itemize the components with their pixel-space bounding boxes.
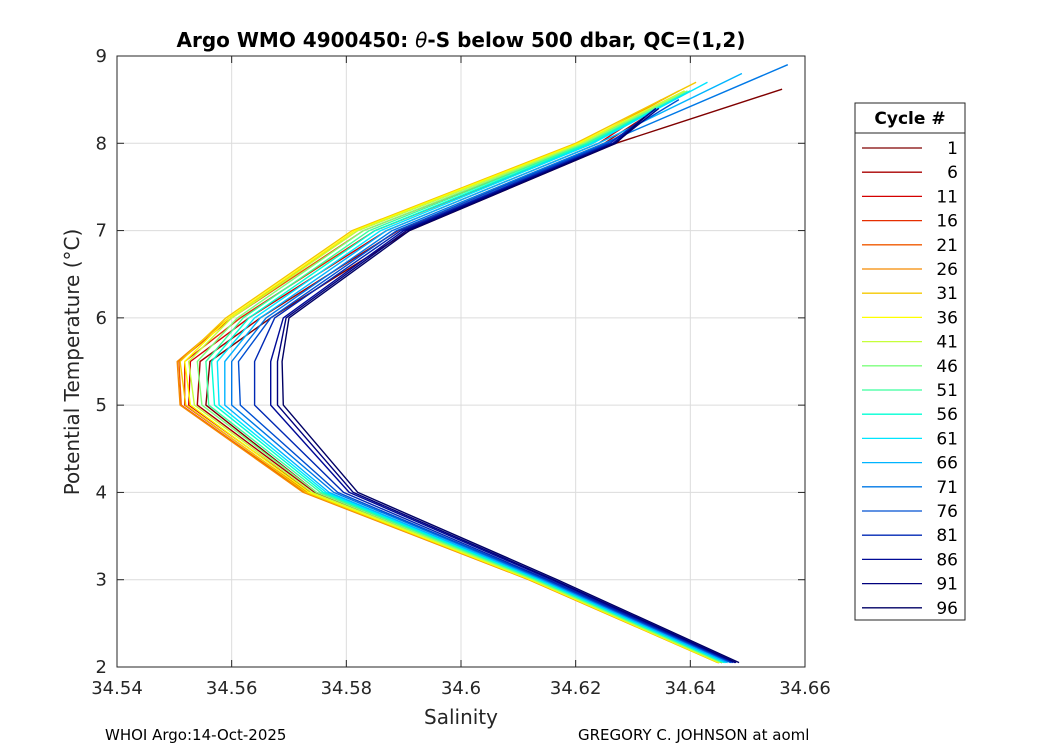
legend-label-cycle-31: 31 [936,284,958,304]
series-line-cycle-41 [187,90,721,664]
chart-title: Argo WMO 4900450: θ-S below 500 dbar, QC… [177,28,746,52]
y-tick-label: 3 [96,570,107,591]
series-line-cycle-66 [224,72,743,664]
x-tick-label: 34.66 [779,678,831,699]
x-tick-labels: 34.54 34.56 34.58 34.6 34.62 34.64 34.66 [91,678,831,699]
series-line-cycle-76 [237,99,732,664]
series-line-cycle-36 [183,90,720,664]
legend-label-cycle-11: 11 [936,187,958,207]
legend-label-cycle-16: 16 [936,212,958,232]
legend-title: Cycle # [874,109,945,129]
legend-label-cycle-1: 1 [947,139,958,159]
x-tick-label: 34.56 [206,678,258,699]
legend-label-cycle-76: 76 [936,502,958,522]
legend: Cycle # 16111621263136414651566166717681… [854,102,966,621]
x-tick-label: 34.6 [441,678,481,699]
series-line-cycle-81 [253,107,734,664]
legend-box [854,102,966,621]
legend-label-cycle-21: 21 [936,236,958,256]
x-tick-label: 34.64 [665,678,717,699]
footer-left: WHOI Argo:14-Oct-2025 [105,726,286,744]
legend-label-cycle-36: 36 [936,308,958,328]
y-tick-labels: 2 3 4 5 6 7 8 9 [96,46,107,678]
ticks [116,55,806,668]
series-line-cycle-56 [210,90,725,664]
series-line-cycle-71 [230,64,789,664]
series-lines [176,64,789,664]
y-axis-label: Potential Temperature (°C) [60,229,84,496]
legend-label-cycle-6: 6 [947,163,958,183]
legend-label-cycle-26: 26 [936,260,958,280]
legend-label-cycle-41: 41 [936,333,958,353]
legend-label-cycle-86: 86 [936,550,958,570]
x-tick-label: 34.62 [550,678,602,699]
y-tick-label: 6 [96,308,107,329]
y-tick-label: 5 [96,395,107,416]
legend-label-cycle-46: 46 [936,357,958,377]
y-tick-label: 2 [96,657,107,678]
legend-label-cycle-71: 71 [936,478,958,498]
legend-label-cycle-66: 66 [936,454,958,474]
legend-label-cycle-91: 91 [936,575,958,595]
x-tick-label: 34.58 [321,678,373,699]
y-tick-label: 4 [96,482,107,503]
series-line-cycle-46 [196,90,723,664]
footer-right: GREGORY C. JOHNSON at aoml [578,726,809,744]
series-line-cycle-96 [281,116,740,664]
legend-label-cycle-56: 56 [936,405,958,425]
x-axis-label: Salinity [424,705,498,729]
y-tick-label: 9 [96,46,107,67]
y-tick-label: 8 [96,133,107,154]
legend-label-cycle-61: 61 [936,429,958,449]
y-tick-label: 7 [96,221,107,242]
series-line-cycle-51 [205,90,724,664]
legend-label-cycle-51: 51 [936,381,958,401]
legend-label-cycle-96: 96 [936,599,958,619]
legend-label-cycle-81: 81 [936,526,958,546]
x-tick-label: 34.54 [91,678,143,699]
series-line-cycle-86 [270,107,736,664]
